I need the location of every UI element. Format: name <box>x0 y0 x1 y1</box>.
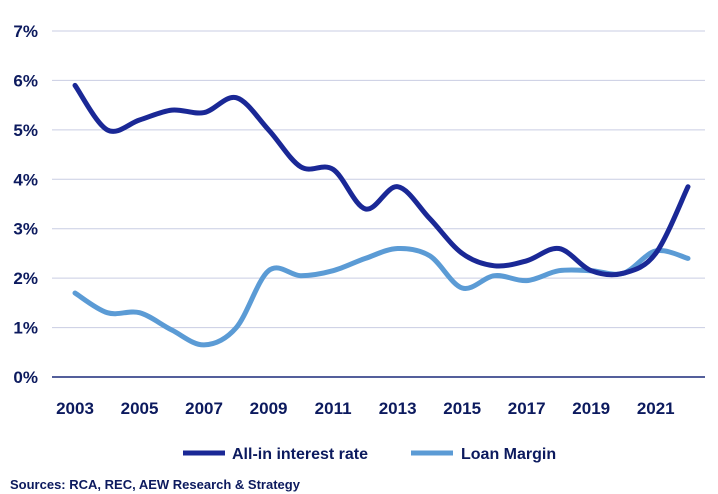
x-tick-label: 2021 <box>637 399 675 418</box>
x-tick-label: 2015 <box>443 399 481 418</box>
y-tick-label: 4% <box>13 170 38 189</box>
y-tick-label: 1% <box>13 319 38 338</box>
x-axis-tick-labels: 2003 2005 2007 2009 2011 2013 2015 2017 2019 2021 <box>56 399 675 418</box>
legend-label-loan-margin: Loan Margin <box>461 446 556 463</box>
x-tick-label: 2019 <box>572 399 610 418</box>
y-tick-label: 6% <box>13 71 38 90</box>
y-axis-tick-labels: 0% 1% 2% 3% 4% 5% 6% 7% <box>13 22 38 387</box>
x-tick-label: 2009 <box>250 399 288 418</box>
y-tick-label: 3% <box>13 220 38 239</box>
x-tick-label: 2013 <box>379 399 417 418</box>
legend: All-in interest rate Loan Margin <box>183 446 556 463</box>
x-tick-label: 2017 <box>508 399 546 418</box>
x-tick-label: 2005 <box>121 399 159 418</box>
legend-label-all-in-interest-rate: All-in interest rate <box>232 446 368 463</box>
series-line-all-in-interest-rate <box>72 82 691 278</box>
gridlines <box>52 30 705 329</box>
y-tick-label: 2% <box>13 269 38 288</box>
y-tick-label: 0% <box>13 368 38 387</box>
y-tick-label: 5% <box>13 121 38 140</box>
series-line-loan-margin <box>72 245 691 348</box>
x-tick-label: 2007 <box>185 399 223 418</box>
series-lines <box>72 82 691 348</box>
y-tick-label: 7% <box>13 22 38 41</box>
x-tick-label: 2003 <box>56 399 94 418</box>
source-note: Sources: RCA, REC, AEW Research & Strate… <box>10 477 301 492</box>
x-tick-label: 2011 <box>315 399 352 418</box>
